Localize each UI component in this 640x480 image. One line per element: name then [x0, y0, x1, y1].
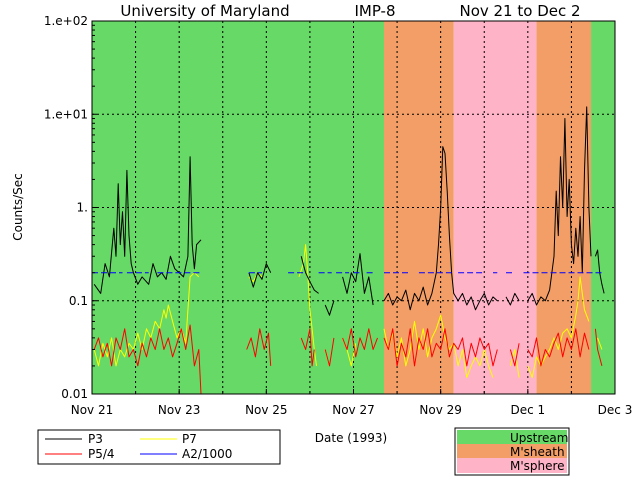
legend-label-msphere: M'sphere: [510, 459, 565, 473]
x-tick-label: Nov 27: [332, 403, 375, 417]
y-tick-label: 0.01: [61, 387, 88, 401]
series-line-p5-4: [93, 324, 603, 395]
x-tick-label: Nov 29: [419, 403, 462, 417]
x-tick-label: Nov 21: [71, 403, 114, 417]
x-tick-label: Dec 1: [510, 403, 545, 417]
y-tick-label: 0.1: [69, 294, 88, 308]
legend-swatch-msheath: [457, 444, 567, 458]
chart-title-institution: University of Maryland: [120, 2, 289, 20]
axis-ticks: Nov 21 Nov 23 Nov 25 Nov 27 Nov 29 Dec 1 Dec 3…: [44, 14, 632, 417]
x-tick-label: Dec 3: [598, 403, 633, 417]
chart-title-daterange: Nov 21 to Dec 2: [459, 2, 580, 20]
y-axis-label: Counts/Sec: [11, 173, 25, 241]
legend-label-msheath: M'sheath: [510, 445, 565, 459]
legend-label-p7: P7: [182, 432, 197, 446]
y-tick-label: 1.: [77, 201, 88, 215]
legend-label-p5-4: P5/4: [88, 447, 115, 461]
data-series: [92, 106, 605, 395]
chart-title-spacecraft: IMP-8: [354, 2, 395, 20]
series-legend: P3 P7 P5/4 A2/1000: [37, 429, 281, 465]
series-legend-box: [37, 429, 281, 465]
legend-label-p3: P3: [88, 432, 103, 446]
x-tick-label: Nov 23: [158, 403, 201, 417]
legend-label-upstream: Upstream: [510, 431, 568, 445]
x-tick-label: Nov 25: [245, 403, 288, 417]
region-legend: Upstream M'sheath M'sphere: [454, 427, 570, 476]
y-tick-label: 1.e+01: [44, 107, 88, 121]
legend-label-a2-1000: A2/1000: [182, 447, 232, 461]
x-axis-label: Date (1993): [315, 431, 387, 445]
legend-swatch-upstream: [457, 430, 567, 444]
legend-swatch-msphere: [457, 458, 567, 473]
y-tick-label: 1.e+02: [44, 14, 88, 28]
region-band-msphere: [453, 21, 537, 394]
